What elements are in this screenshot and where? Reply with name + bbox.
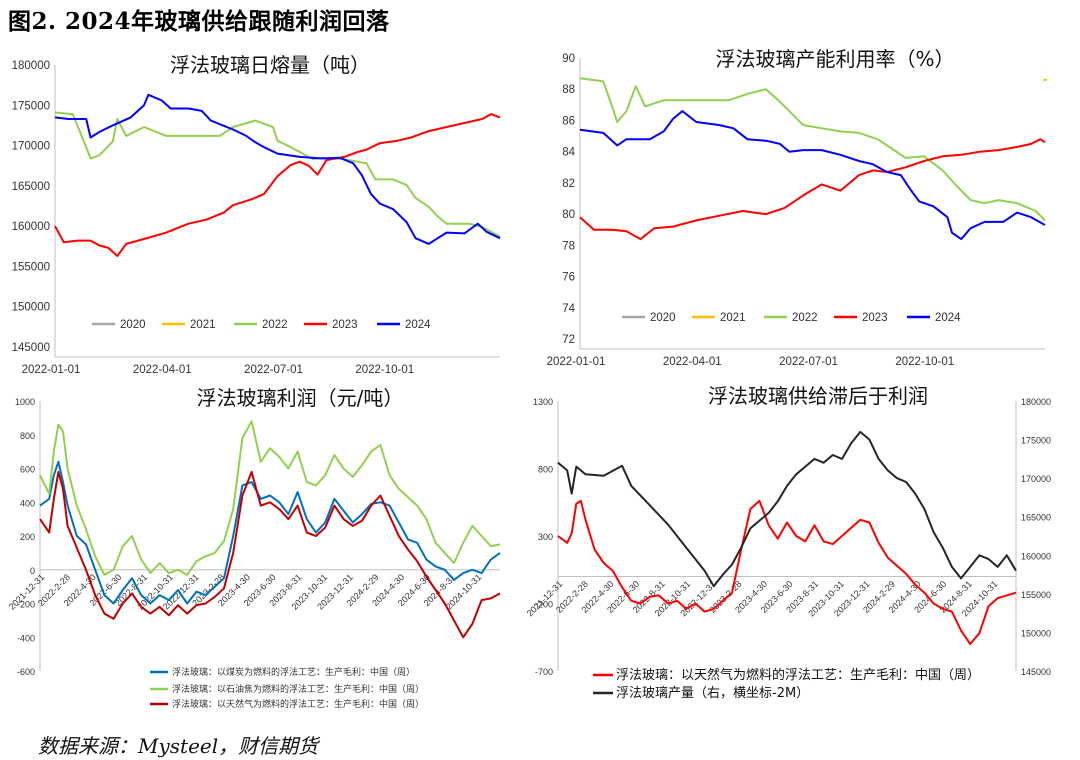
y-tick-label: 90 bbox=[562, 53, 575, 65]
y-tick-label: -200 bbox=[17, 600, 35, 610]
series-line-3 bbox=[579, 138, 1046, 241]
legend-label: 2021 bbox=[190, 319, 216, 331]
y-tick-label: 84 bbox=[562, 147, 575, 159]
y-tick-label: -400 bbox=[17, 633, 35, 643]
y-tick-label: -700 bbox=[535, 667, 553, 677]
y-tick-label: 1000 bbox=[15, 397, 35, 407]
series-line-3 bbox=[54, 113, 501, 257]
series-line-2 bbox=[579, 77, 1046, 222]
y-tick-label: 74 bbox=[562, 303, 575, 315]
chart-title: 浮法玻璃日熔量（吨） bbox=[170, 53, 370, 77]
legend-label: 浮法玻璃：以天然气为燃料的浮法工艺：生产毛利：中国（周） bbox=[172, 698, 424, 710]
y-tick-label: 78 bbox=[562, 240, 575, 252]
y-tick-label: 82 bbox=[562, 178, 575, 190]
y-tick-label: 400 bbox=[20, 498, 35, 508]
y-right-tick-label: 180000 bbox=[1021, 397, 1051, 407]
x-tick-label: 2022-04-01 bbox=[133, 364, 192, 376]
legend-label: 2023 bbox=[332, 319, 358, 331]
series-line-2 bbox=[39, 470, 501, 639]
x-tick-label: 2022-04-01 bbox=[663, 356, 722, 368]
y-tick-label: 76 bbox=[562, 272, 575, 284]
y-tick-label: 1300 bbox=[533, 397, 553, 407]
y-tick-label: 88 bbox=[562, 84, 575, 96]
y-tick-label: 800 bbox=[538, 465, 553, 475]
series-line-4 bbox=[579, 110, 1046, 241]
y-tick-label: 145000 bbox=[12, 342, 50, 354]
y-right-tick-label: 155000 bbox=[1021, 590, 1051, 600]
legend-label: 浮法玻璃：以石油焦为燃料的浮法工艺：生产毛利：中国（周） bbox=[172, 683, 424, 695]
legend-label: 2020 bbox=[120, 319, 146, 331]
y-tick-label: 800 bbox=[20, 431, 35, 441]
series-line-0 bbox=[557, 499, 1017, 645]
chart-profit: 浮法玻璃利润（元/吨） -600 -400 -200 0 200 400 600 800 1000… bbox=[7, 386, 501, 710]
legend-label: 2022 bbox=[792, 312, 818, 324]
x-tick-label: 2022-07-01 bbox=[779, 356, 838, 368]
x-tick-label: 2022-07-01 bbox=[244, 364, 303, 376]
legend-label: 2022 bbox=[262, 319, 288, 331]
legend-label: 浮法玻璃：以煤炭为燃料的浮法工艺：生产毛利：中国（周） bbox=[172, 666, 415, 678]
y-tick-label: 175000 bbox=[12, 100, 50, 112]
y-tick-label: 200 bbox=[20, 532, 35, 542]
series-line-4 bbox=[54, 93, 501, 245]
y-tick-label: 80 bbox=[562, 209, 575, 221]
series-line-1 bbox=[557, 430, 1017, 588]
figure-title: 图2. 2024年玻璃供给跟随利润回落 bbox=[8, 8, 390, 35]
y-tick-label: -200 bbox=[535, 600, 553, 610]
y-tick-label: 160000 bbox=[12, 221, 50, 233]
source-note: 数据来源：Mysteel，财信期货 bbox=[38, 734, 319, 758]
legend-label: 浮法玻璃产量（右，横坐标-2M） bbox=[616, 686, 809, 701]
y-tick-label: 300 bbox=[538, 532, 553, 542]
legend-label: 2024 bbox=[405, 319, 431, 331]
x-tick-label: 2022-01-01 bbox=[22, 364, 81, 376]
y-tick-label: 0 bbox=[30, 566, 35, 576]
chart-daily-melt: 浮法玻璃日熔量（吨） 145000 150000 155000 160000 165000… bbox=[12, 53, 501, 376]
y-tick-label: 86 bbox=[562, 115, 575, 127]
legend-label: 浮法玻璃：以天然气为燃料的浮法工艺：生产毛利：中国（周） bbox=[616, 667, 980, 683]
legend-label: 2020 bbox=[650, 312, 676, 324]
series-line-2 bbox=[54, 111, 501, 238]
y-right-tick-label: 160000 bbox=[1021, 551, 1051, 561]
x-tick-label: 2022-10-01 bbox=[895, 356, 954, 368]
y-tick-label: 180000 bbox=[12, 60, 50, 72]
y-right-tick-label: 175000 bbox=[1021, 436, 1051, 446]
chart-capacity-utilization: 浮法玻璃产能利用率（%） 72 74 76 78 80 82 84 86 88 90 2022-01-… bbox=[547, 47, 1047, 368]
chart-supply-vs-profit: 浮法玻璃供给滞后于利润 -700 -200 300 800 1300 145000 15000… bbox=[525, 384, 1051, 701]
chart-title: 浮法玻璃产能利用率（%） bbox=[715, 47, 954, 71]
legend-label: 2021 bbox=[720, 312, 746, 324]
chart-title: 浮法玻璃利润（元/吨） bbox=[197, 386, 404, 410]
y-tick-label: 155000 bbox=[12, 261, 50, 273]
chart-title: 浮法玻璃供给滞后于利润 bbox=[708, 384, 928, 408]
y-tick-label: 600 bbox=[20, 465, 35, 475]
y-tick-label: 72 bbox=[562, 334, 575, 346]
legend-label: 2024 bbox=[935, 312, 961, 324]
y-right-tick-label: 145000 bbox=[1021, 667, 1051, 677]
y-tick-label: -600 bbox=[17, 667, 35, 677]
x-tick-label: 2022-01-01 bbox=[547, 356, 606, 368]
legend-label: 2023 bbox=[862, 312, 888, 324]
y-tick-label: 170000 bbox=[12, 141, 50, 153]
y-tick-label: 150000 bbox=[12, 302, 50, 314]
y-right-tick-label: 165000 bbox=[1021, 513, 1051, 523]
series-line-0 bbox=[39, 460, 501, 605]
y-right-tick-label: 170000 bbox=[1021, 474, 1051, 484]
series-line-1 bbox=[39, 420, 501, 576]
y-tick-label: 165000 bbox=[12, 181, 50, 193]
x-tick-label: 2022-10-01 bbox=[355, 364, 414, 376]
y-right-tick-label: 150000 bbox=[1021, 628, 1051, 638]
